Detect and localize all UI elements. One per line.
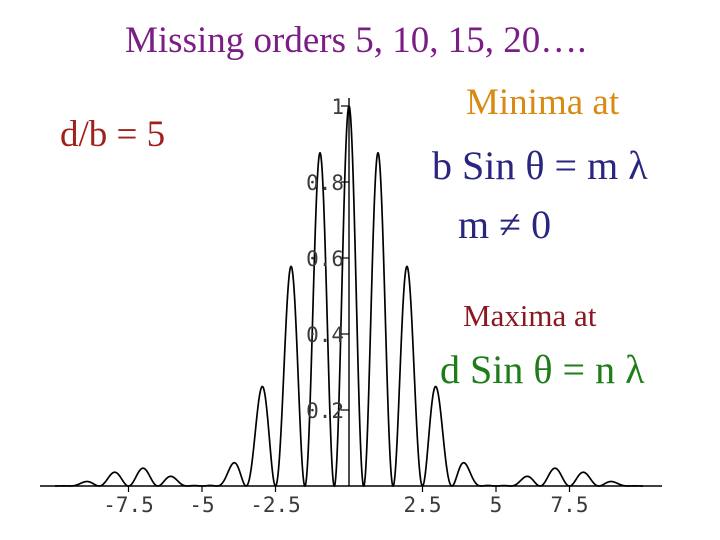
x-tick-label: 2.5: [404, 493, 442, 517]
minima-equation: b Sin θ = m λ: [432, 143, 648, 188]
x-tick-label: -5: [189, 493, 214, 517]
x-tick-label: 5: [490, 493, 503, 517]
x-tick-label: -7.5: [103, 493, 154, 517]
minima-condition: m ≠ 0: [458, 202, 552, 247]
maxima-equation: d Sin θ = n λ: [440, 347, 645, 392]
slide-title: Missing orders 5, 10, 15, 20….: [125, 20, 587, 61]
y-tick-label: 0.4: [306, 323, 344, 347]
x-tick-labels: -7.5 -5 -2.5 2.5 5 7.5: [103, 493, 588, 517]
chart-axes: [40, 98, 662, 492]
x-tick-label: 7.5: [551, 493, 589, 517]
y-tick-label: 0.8: [306, 171, 344, 195]
minima-heading: Minima at: [466, 82, 620, 123]
y-tick-label: 1: [331, 95, 344, 119]
ratio-label: d/b = 5: [60, 114, 166, 155]
x-tick-label: -2.5: [250, 493, 301, 517]
y-tick-label: 0.2: [306, 399, 344, 423]
y-tick-labels: 0.2 0.4 0.6 0.8 1: [306, 95, 344, 423]
maxima-heading: Maxima at: [463, 298, 597, 333]
curve-layer: [55, 104, 643, 488]
intensity-curve: [55, 104, 643, 488]
y-tick-label: 0.6: [306, 247, 344, 271]
